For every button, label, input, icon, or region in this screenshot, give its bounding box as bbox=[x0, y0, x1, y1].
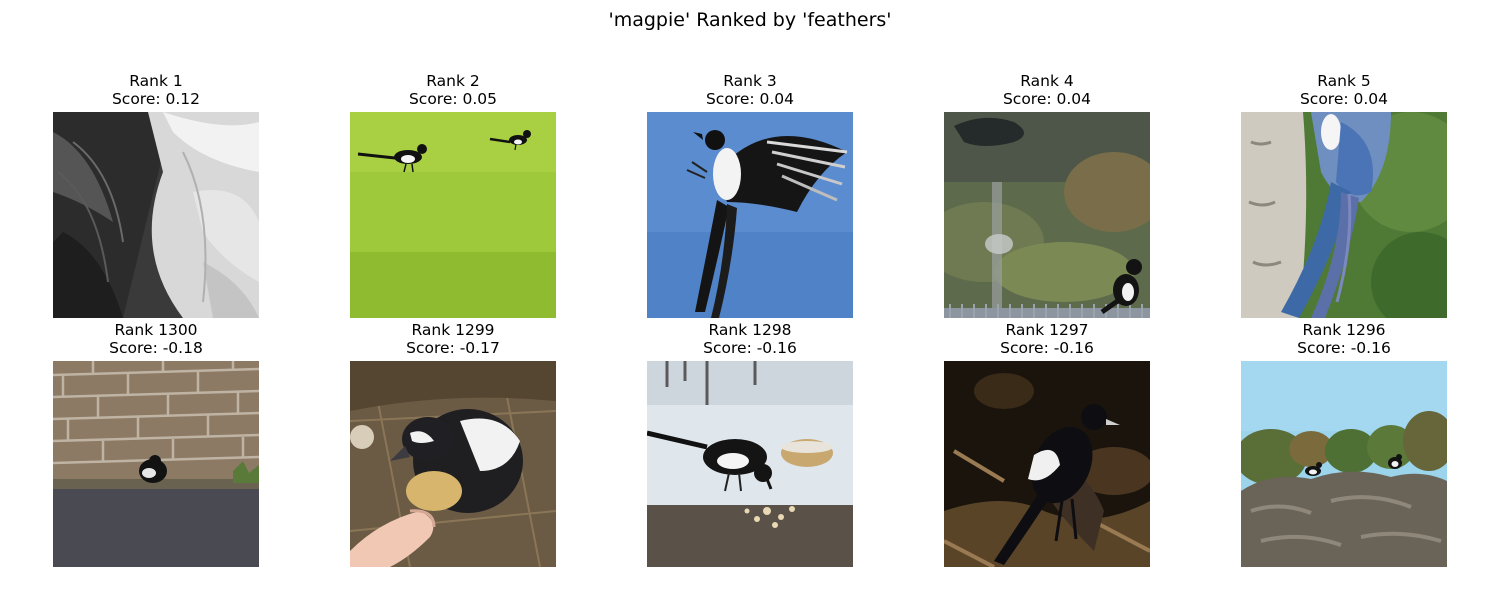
panel-bottom-3: Rank 1298 Score: -0.16 bbox=[647, 321, 853, 567]
panel-rank-label: Rank 3 bbox=[723, 72, 777, 90]
panel-score-label: Score: -0.16 bbox=[703, 339, 797, 357]
panel-score-label: Score: 0.04 bbox=[1299, 90, 1389, 108]
panel-bottom-5: Rank 1296 Score: -0.16 bbox=[1241, 321, 1447, 567]
magpies-on-rocks-image bbox=[1241, 361, 1447, 567]
panel-rank-label: Rank 5 bbox=[1317, 72, 1371, 90]
panel-top-2: Rank 2 Score: 0.05 bbox=[350, 72, 556, 318]
magpie-dark-ground-image bbox=[944, 361, 1150, 567]
panel-rank-label: Rank 1299 bbox=[411, 321, 495, 339]
feathers-closeup-image bbox=[53, 112, 259, 318]
panel-bottom-2: Rank 1299 Score: -0.17 bbox=[350, 321, 556, 567]
magpie-on-fence-image bbox=[944, 112, 1150, 318]
panel-rank-label: Rank 1300 bbox=[114, 321, 198, 339]
panel-score-label: Score: -0.16 bbox=[1000, 339, 1094, 357]
panel-rank-label: Rank 1297 bbox=[1005, 321, 1089, 339]
panel-score-label: Score: 0.04 bbox=[705, 90, 795, 108]
panel-rank-label: Rank 1298 bbox=[708, 321, 792, 339]
panel-score-label: Score: 0.05 bbox=[408, 90, 498, 108]
panel-bottom-1: Rank 1300 Score: -0.18 bbox=[53, 321, 259, 567]
panel-rank-label: Rank 1 bbox=[129, 72, 183, 90]
panel-score-label: Score: -0.18 bbox=[109, 339, 203, 357]
panel-rank-label: Rank 1296 bbox=[1302, 321, 1386, 339]
panel-top-1: Rank 1 Score: 0.12 bbox=[53, 72, 259, 318]
panel-top-4: Rank 4 Score: 0.04 bbox=[944, 72, 1150, 318]
panel-top-3: Rank 3 Score: 0.04 bbox=[647, 72, 853, 318]
magpies-on-grass-image bbox=[350, 112, 556, 318]
panel-bottom-4: Rank 1297 Score: -0.16 bbox=[944, 321, 1150, 567]
magpie-brick-wall-image bbox=[53, 361, 259, 567]
panel-score-label: Score: 0.12 bbox=[111, 90, 201, 108]
blue-tail-feathers-image bbox=[1241, 112, 1447, 318]
panel-score-label: Score: -0.16 bbox=[1297, 339, 1391, 357]
panel-score-label: Score: -0.17 bbox=[406, 339, 500, 357]
figure-title: 'magpie' Ranked by 'feathers' bbox=[608, 9, 892, 31]
panel-top-5: Rank 5 Score: 0.04 bbox=[1241, 72, 1447, 318]
panel-rank-label: Rank 4 bbox=[1020, 72, 1074, 90]
magpie-flying-image bbox=[647, 112, 853, 318]
magpie-snow-image bbox=[647, 361, 853, 567]
panel-rank-label: Rank 2 bbox=[426, 72, 480, 90]
panel-score-label: Score: 0.04 bbox=[1002, 90, 1092, 108]
magpie-eating-from-hand-image bbox=[350, 361, 556, 567]
